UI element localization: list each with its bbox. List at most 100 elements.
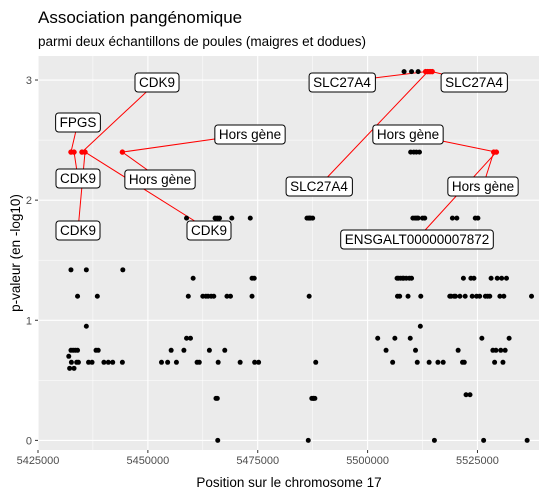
data-point bbox=[469, 293, 475, 299]
data-point bbox=[413, 347, 419, 353]
data-point bbox=[229, 215, 235, 221]
highlighted-point bbox=[119, 149, 126, 155]
annotation-label-text: Hors gène bbox=[452, 179, 514, 194]
data-point bbox=[401, 69, 407, 75]
annotation-label-box bbox=[447, 176, 519, 197]
data-point bbox=[440, 359, 446, 365]
data-point bbox=[454, 215, 460, 221]
annotation-labels: CDK9 FPGS CDK9 CDK9 Hors gène Hors gène CDK9 SL… bbox=[55, 72, 519, 250]
data-point bbox=[409, 275, 415, 281]
data-point bbox=[187, 335, 193, 341]
data-point bbox=[426, 359, 432, 365]
data-point bbox=[119, 359, 125, 365]
data-point bbox=[397, 293, 403, 299]
annotation-label: Hors gène bbox=[372, 124, 444, 145]
annotation-label: Hors gène bbox=[124, 169, 196, 190]
annotation-label-box bbox=[372, 124, 444, 145]
annotation-label-text: CDK9 bbox=[139, 75, 175, 90]
data-point bbox=[312, 395, 318, 401]
data-point bbox=[168, 347, 174, 353]
data-point bbox=[416, 149, 422, 155]
data-point bbox=[165, 359, 171, 365]
annotation-label: FPGS bbox=[55, 112, 101, 133]
data-point bbox=[237, 359, 243, 365]
data-point bbox=[95, 347, 101, 353]
data-point bbox=[481, 437, 487, 443]
x-tick-label: 5425000 bbox=[17, 455, 60, 467]
data-point bbox=[206, 347, 212, 353]
data-point bbox=[493, 347, 499, 353]
data-point bbox=[502, 347, 508, 353]
data-point bbox=[101, 359, 107, 365]
data-point bbox=[256, 359, 262, 365]
data-point bbox=[415, 69, 421, 75]
data-point bbox=[68, 267, 74, 273]
annotation-label: CDK9 bbox=[186, 220, 232, 241]
annotation-label-box bbox=[55, 220, 101, 241]
plot-panel bbox=[38, 56, 539, 450]
data-point bbox=[501, 293, 507, 299]
annotation-label-box bbox=[134, 72, 180, 93]
highlighted-points bbox=[68, 68, 500, 155]
data-point bbox=[120, 267, 126, 273]
data-point bbox=[375, 335, 381, 341]
data-point bbox=[227, 293, 233, 299]
data-point bbox=[75, 293, 81, 299]
data-point bbox=[215, 437, 221, 443]
data-point bbox=[89, 359, 95, 365]
data-point bbox=[390, 359, 396, 365]
annotation-label-text: SLC27A4 bbox=[313, 75, 371, 90]
x-tick-label: 5525000 bbox=[456, 455, 499, 467]
data-point bbox=[211, 293, 217, 299]
data-point bbox=[110, 359, 116, 365]
annotation-label-box bbox=[55, 112, 101, 133]
annotation-label-text: ENSGALT00000007872 bbox=[345, 232, 490, 247]
data-point bbox=[173, 359, 179, 365]
data-point bbox=[492, 359, 498, 365]
annotation-label-box bbox=[186, 220, 232, 241]
data-point bbox=[418, 293, 424, 299]
annotation-label-box bbox=[440, 72, 508, 93]
data-point bbox=[467, 392, 473, 398]
y-tick-label: 2 bbox=[26, 195, 32, 207]
data-point bbox=[431, 437, 437, 443]
data-point bbox=[217, 215, 223, 221]
y-tick-label: 0 bbox=[26, 435, 32, 447]
data-point bbox=[455, 347, 461, 353]
annotation-label-text: Hors gène bbox=[129, 172, 191, 187]
data-point bbox=[185, 293, 191, 299]
data-point bbox=[247, 215, 253, 221]
data-point bbox=[383, 347, 389, 353]
data-point bbox=[105, 359, 111, 365]
data-points bbox=[66, 69, 535, 443]
data-point bbox=[409, 69, 415, 75]
data-point bbox=[310, 215, 316, 221]
chart-subtitle: parmi deux échantillons de poules (maigr… bbox=[38, 34, 366, 49]
annotation-label: Hors gène bbox=[214, 124, 286, 145]
annotation-label-text: SLC27A4 bbox=[290, 179, 348, 194]
grid-lines bbox=[37, 56, 539, 450]
data-point bbox=[158, 359, 164, 365]
annotation-connector bbox=[77, 152, 86, 231]
annotation-label: CDK9 bbox=[134, 72, 180, 93]
annotation-label-text: CDK9 bbox=[60, 171, 96, 186]
y-tick-label: 3 bbox=[26, 75, 32, 87]
data-point bbox=[462, 293, 468, 299]
data-point bbox=[252, 359, 258, 365]
data-point bbox=[417, 323, 423, 329]
highlighted-point bbox=[493, 149, 500, 155]
data-point bbox=[500, 359, 506, 365]
data-point bbox=[66, 353, 72, 359]
annotation-label: CDK9 bbox=[55, 220, 101, 241]
annotation-label: SLC27A4 bbox=[285, 176, 353, 197]
data-point bbox=[86, 359, 92, 365]
annotation-label-text: CDK9 bbox=[191, 223, 227, 238]
annotation-connector bbox=[81, 81, 158, 153]
data-point bbox=[392, 335, 398, 341]
data-point bbox=[67, 365, 73, 371]
data-point bbox=[422, 215, 428, 221]
data-point bbox=[497, 293, 503, 299]
data-point bbox=[498, 347, 504, 353]
data-point bbox=[529, 293, 535, 299]
